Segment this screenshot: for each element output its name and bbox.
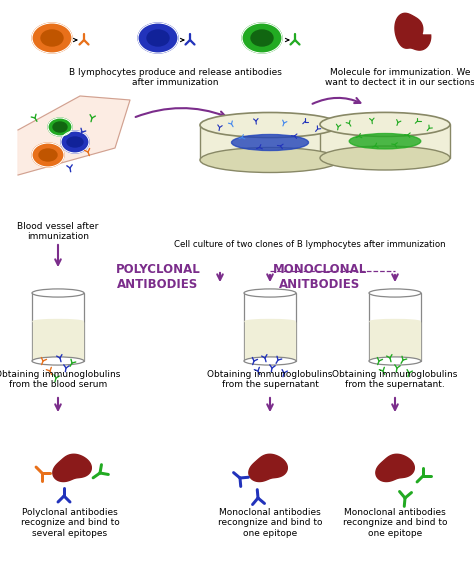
Polygon shape xyxy=(369,293,421,361)
Polygon shape xyxy=(33,321,83,360)
Text: Obtaining immunoglobulins
from the blood serum: Obtaining immunoglobulins from the blood… xyxy=(0,370,121,389)
Polygon shape xyxy=(244,293,296,361)
Text: Obtaining immunoglobulins
from the supernatant: Obtaining immunoglobulins from the super… xyxy=(207,370,333,389)
Ellipse shape xyxy=(67,137,83,147)
Text: B lymphocytes produce and release antibodies
after immunization: B lymphocytes produce and release antibo… xyxy=(69,68,282,88)
Ellipse shape xyxy=(251,30,273,46)
Ellipse shape xyxy=(53,122,67,132)
Ellipse shape xyxy=(147,30,169,46)
Ellipse shape xyxy=(32,143,64,167)
Ellipse shape xyxy=(244,357,296,365)
Ellipse shape xyxy=(200,148,340,172)
Polygon shape xyxy=(245,321,295,360)
Polygon shape xyxy=(249,454,287,481)
Polygon shape xyxy=(370,321,420,360)
Ellipse shape xyxy=(245,320,295,324)
Text: Monoclonal antibodies
recongnize and bind to
one epitope: Monoclonal antibodies recongnize and bin… xyxy=(343,508,447,538)
Polygon shape xyxy=(395,13,431,50)
Ellipse shape xyxy=(370,320,420,324)
Ellipse shape xyxy=(349,134,421,149)
Ellipse shape xyxy=(369,357,421,365)
Text: Blood vessel after
immunization: Blood vessel after immunization xyxy=(18,222,99,241)
Polygon shape xyxy=(18,96,130,175)
Text: Cell culture of two clones of B lymphocytes after immunization: Cell culture of two clones of B lymphocy… xyxy=(174,240,446,249)
Text: Polyclonal antibodies
recognize and bind to
several epitopes: Polyclonal antibodies recognize and bind… xyxy=(21,508,119,538)
Ellipse shape xyxy=(32,23,72,53)
Ellipse shape xyxy=(61,131,89,153)
Ellipse shape xyxy=(320,146,450,170)
Polygon shape xyxy=(200,125,340,160)
Ellipse shape xyxy=(32,289,84,297)
Ellipse shape xyxy=(39,149,57,161)
Ellipse shape xyxy=(33,320,83,324)
Ellipse shape xyxy=(200,113,340,137)
Ellipse shape xyxy=(48,118,72,136)
Ellipse shape xyxy=(138,23,178,53)
Text: Monoclonal antibodies
recongnize and bind to
one epitope: Monoclonal antibodies recongnize and bin… xyxy=(218,508,322,538)
Text: Molecule for immunization. We
want to dectect it in our sections: Molecule for immunization. We want to de… xyxy=(325,68,474,88)
Polygon shape xyxy=(320,125,450,158)
Polygon shape xyxy=(376,454,414,481)
Ellipse shape xyxy=(231,135,309,150)
Ellipse shape xyxy=(242,23,282,53)
Text: Obtaining immunoglobulins
from the supernatant.: Obtaining immunoglobulins from the super… xyxy=(332,370,458,389)
Ellipse shape xyxy=(369,289,421,297)
Ellipse shape xyxy=(320,112,450,136)
Ellipse shape xyxy=(244,289,296,297)
Polygon shape xyxy=(53,454,91,481)
Ellipse shape xyxy=(32,357,84,365)
Ellipse shape xyxy=(41,30,63,46)
Text: MONOCLONAL
ANITBODIES: MONOCLONAL ANITBODIES xyxy=(273,263,367,291)
Polygon shape xyxy=(32,293,84,361)
Text: POLYCLONAL
ANTIBODIES: POLYCLONAL ANTIBODIES xyxy=(116,263,201,291)
